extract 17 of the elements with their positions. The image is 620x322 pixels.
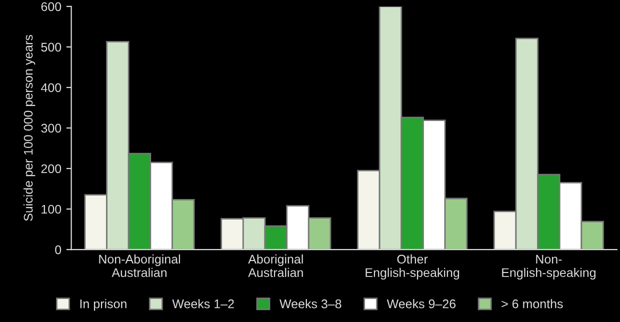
y-tick-label: 500 (41, 42, 62, 52)
legend-label: Weeks 3–8 (280, 299, 342, 308)
y-tick-label: 600 (41, 2, 62, 12)
legend-label: Weeks 1–2 (172, 299, 234, 308)
y-tick-label: 300 (41, 124, 62, 133)
y-axis-title: Suicide per 100 000 person years (24, 34, 36, 221)
legend-label: In prison (80, 299, 126, 311)
x-tick-label: Aboriginal Australian (248, 254, 303, 278)
legend-label: Weeks 9–26 (386, 299, 456, 308)
legend-label: > 6 months (502, 299, 563, 308)
x-tick-label: Non-Aboriginal Australian (99, 254, 180, 278)
y-tick-label: 200 (41, 164, 62, 174)
x-tick-label: Non- English-speaking (502, 254, 596, 280)
y-tick-label: 100 (42, 204, 62, 214)
x-tick-label: Other English-speaking (366, 254, 460, 280)
y-tick-label: 0 (55, 245, 62, 254)
y-tick-label: 400 (41, 83, 62, 92)
